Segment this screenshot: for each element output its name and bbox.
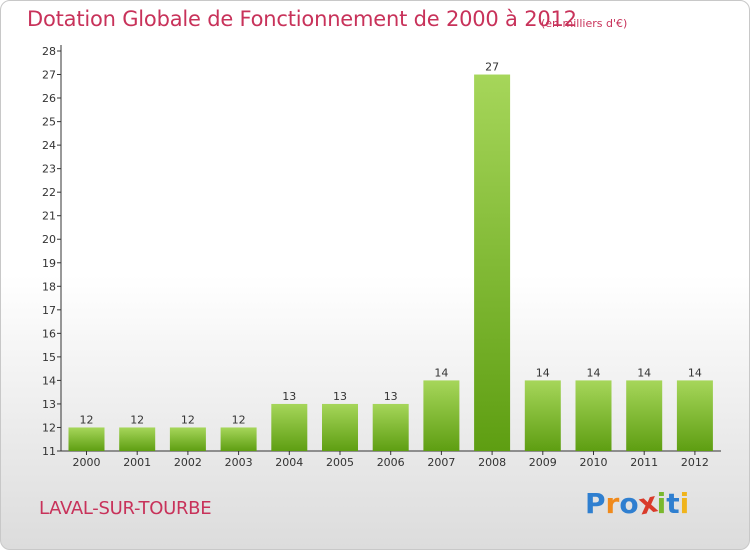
bar-2001[interactable] — [119, 427, 156, 451]
logo-letter: r — [605, 487, 620, 520]
data-label-2005: 13 — [333, 390, 347, 403]
x-tick-label-2000: 2000 — [73, 456, 101, 469]
data-label-2004: 13 — [282, 390, 296, 403]
logo-letter: i — [679, 487, 690, 520]
data-label-2011: 14 — [637, 366, 651, 379]
data-label-2008: 27 — [485, 61, 499, 74]
y-tick-label: 14 — [42, 374, 56, 387]
x-tick-label-2012: 2012 — [681, 456, 709, 469]
y-tick-label: 20 — [42, 233, 56, 246]
data-label-2009: 14 — [536, 366, 550, 379]
data-label-2001: 12 — [130, 413, 144, 426]
data-label-2012: 14 — [688, 366, 702, 379]
y-tick-label: 23 — [42, 163, 56, 176]
bar-2012[interactable] — [676, 380, 713, 451]
y-tick-label: 25 — [42, 116, 56, 129]
bar-2007[interactable] — [423, 380, 460, 451]
y-tick-label: 21 — [42, 210, 56, 223]
y-tick-label: 12 — [42, 421, 56, 434]
x-tick-label-2005: 2005 — [326, 456, 354, 469]
y-tick-label: 19 — [42, 257, 56, 270]
bar-2005[interactable] — [322, 403, 358, 451]
data-label-2006: 13 — [384, 390, 398, 403]
data-label-2010: 14 — [587, 366, 601, 379]
data-label-2000: 12 — [80, 413, 94, 426]
logo-letter: o — [619, 487, 639, 520]
chart-title: Dotation Globale de Fonctionnement de 20… — [27, 7, 577, 31]
logo-letter: i — [656, 487, 667, 520]
bar-2011[interactable] — [626, 380, 663, 451]
bar-2003[interactable] — [220, 427, 257, 451]
x-tick-label-2006: 2006 — [377, 456, 405, 469]
y-tick-label: 24 — [42, 139, 56, 152]
x-tick-label-2008: 2008 — [478, 456, 506, 469]
y-tick-label: 11 — [42, 445, 56, 458]
data-label-2003: 12 — [232, 413, 246, 426]
y-tick-label: 18 — [42, 280, 56, 293]
chart-labels: 2000 12 2001 12 2002 12 2003 12 2004 13 2005 13 2006… — [73, 61, 709, 469]
bar-2000[interactable] — [68, 427, 105, 451]
x-tick-label-2004: 2004 — [275, 456, 303, 469]
chart-bars — [68, 74, 713, 451]
proxiti-logo[interactable]: Proxiti — [585, 485, 690, 521]
y-tick-label: 13 — [42, 398, 56, 411]
chart-subtitle: (en milliers d'€) — [541, 17, 628, 30]
x-tick-label-2001: 2001 — [123, 456, 151, 469]
x-tick-label-2009: 2009 — [529, 456, 557, 469]
bar-2008[interactable] — [474, 74, 511, 451]
y-tick-label: 26 — [42, 92, 56, 105]
bar-2009[interactable] — [524, 380, 561, 451]
x-tick-label-2002: 2002 — [174, 456, 202, 469]
x-tick-label-2011: 2011 — [630, 456, 658, 469]
y-tick-label: 16 — [42, 327, 56, 340]
bar-2010[interactable] — [575, 380, 612, 451]
bar-2006[interactable] — [372, 403, 409, 451]
data-label-2007: 14 — [434, 366, 448, 379]
x-tick-label-2007: 2007 — [427, 456, 455, 469]
y-tick-label: 27 — [42, 69, 56, 82]
logo-letter: P — [585, 487, 606, 520]
x-tick-label-2003: 2003 — [225, 456, 253, 469]
bar-2002[interactable] — [169, 427, 206, 451]
bar-2004[interactable] — [271, 403, 308, 451]
x-tick-label-2010: 2010 — [580, 456, 608, 469]
data-label-2002: 12 — [181, 413, 195, 426]
y-tick-label: 28 — [42, 45, 56, 58]
y-tick-label: 15 — [42, 351, 56, 364]
chart-axes: 11 12 13 14 15 16 17 18 19 20 21 22 23 24 25 26 27 28 — [42, 45, 721, 458]
y-tick-label: 22 — [42, 186, 56, 199]
logo-letter: t — [666, 487, 680, 520]
y-tick-label: 17 — [42, 304, 56, 317]
commune-name: LAVAL-SUR-TOURBE — [39, 498, 212, 519]
